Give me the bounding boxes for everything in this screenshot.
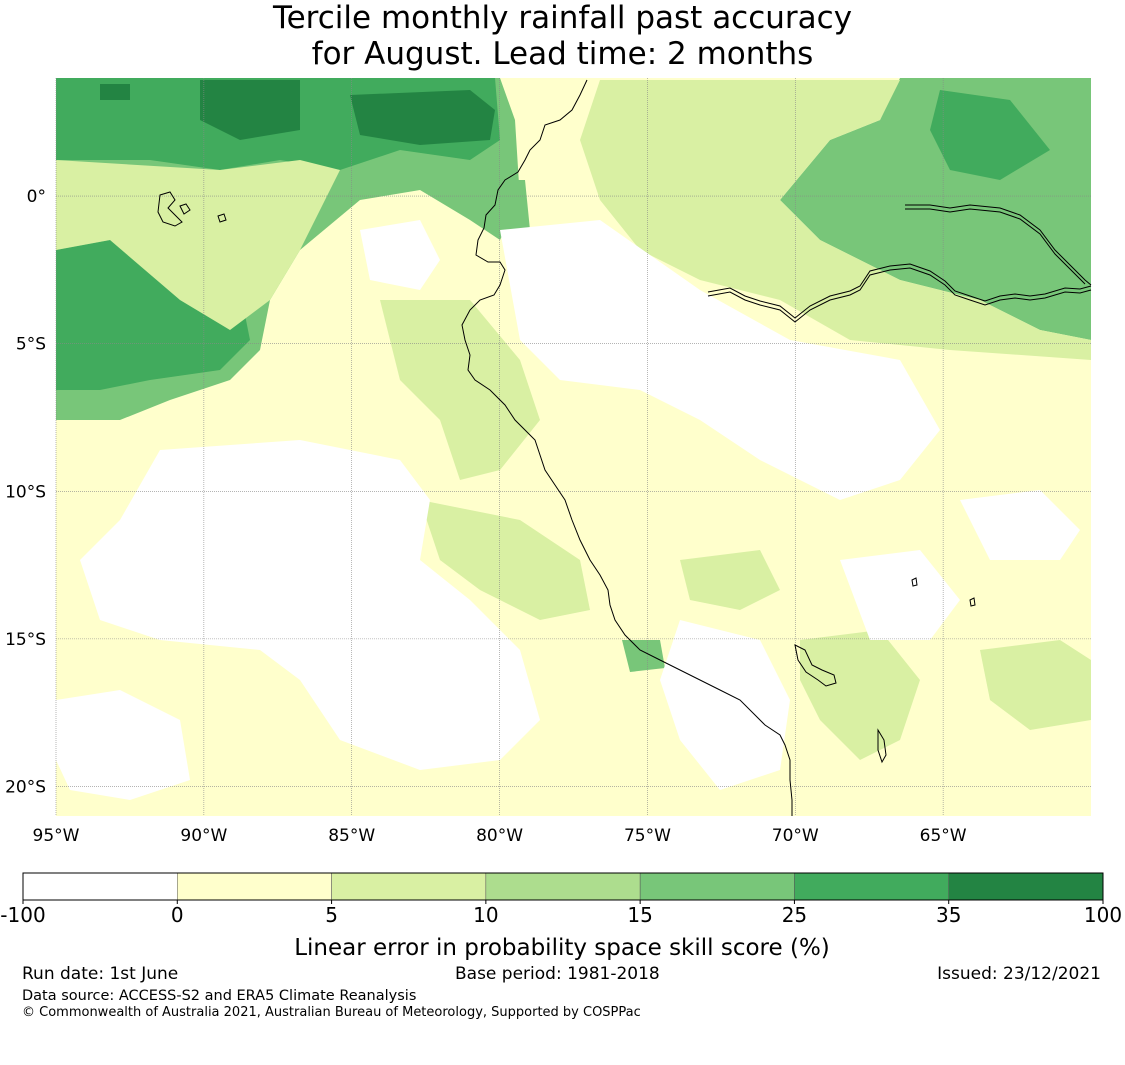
skill-region-15-25-coast <box>490 180 530 240</box>
skill-region-5-10-c <box>420 500 590 620</box>
skill-region-negative-se <box>840 550 960 640</box>
colorbar-segment <box>794 872 949 901</box>
amazon-river <box>707 267 1092 323</box>
map-gridlines <box>55 78 1091 816</box>
longitude-label: 70°W <box>772 826 819 846</box>
issued-date: Issued: 23/12/2021 <box>937 964 1101 984</box>
island-group-4 <box>794 644 837 687</box>
colorbar-segment <box>639 872 795 901</box>
longitude-labels: 95°W 90°W 85°W 80°W 75°W 70°W 65°W <box>33 826 967 846</box>
colorbar-segment <box>177 872 332 901</box>
skill-region-5-10-a <box>56 160 340 330</box>
chart-title-line-1: Tercile monthly rainfall past accuracy <box>272 0 853 36</box>
island-group-7 <box>969 597 976 607</box>
skill-region-35-100-c <box>100 84 130 100</box>
colorbar-tick-label: 0 <box>171 903 184 927</box>
longitude-label: 85°W <box>328 826 375 846</box>
island-group-6 <box>911 577 918 587</box>
data-source: Data source: ACCESS-S2 and ERA5 Climate … <box>22 988 417 1004</box>
skill-region-25-35-east <box>930 90 1050 180</box>
skill-region-negative-sw <box>56 690 190 800</box>
longitude-label: 65°W <box>920 826 967 846</box>
negro-river <box>905 204 1092 286</box>
island-group-2 <box>179 203 191 215</box>
colorbar-tick-label: -100 <box>0 903 45 927</box>
island-group-3 <box>217 213 227 223</box>
skill-region-5-10-f <box>980 640 1091 730</box>
colorbar-segment <box>485 872 641 901</box>
longitude-label: 90°W <box>180 826 227 846</box>
chart-title-line-2: for August. Lead time: 2 months <box>311 36 814 72</box>
rivers <box>707 204 1092 323</box>
skill-region-5-10-d <box>580 80 1091 360</box>
colorbar-tick-label: 100 <box>1084 903 1122 927</box>
coastline <box>157 79 976 816</box>
amazon-river-bank <box>707 263 1092 319</box>
skill-region-negative-south <box>660 620 790 790</box>
longitude-label: 75°W <box>624 826 671 846</box>
colorbar-label: Linear error in probability space skill … <box>294 935 830 961</box>
island-group-5 <box>877 728 887 764</box>
colorbar-segment <box>948 872 1104 901</box>
colorbar-tick-label: 35 <box>936 903 961 927</box>
skill-region-5-10-b <box>380 300 540 480</box>
skill-region-5-10-g <box>680 550 780 610</box>
colorbar-tick-label: 25 <box>782 903 807 927</box>
latitude-labels: 0° 5°S 10°S 15°S 20°S <box>5 187 46 797</box>
latitude-label: 0° <box>27 187 46 207</box>
latitude-label: 15°S <box>5 630 46 650</box>
longitude-label: 95°W <box>33 826 80 846</box>
skill-region-negative-nw <box>360 220 440 290</box>
island-group-1 <box>157 191 183 227</box>
longitude-label: 80°W <box>476 826 523 846</box>
colorbar-tick-label: 10 <box>473 903 498 927</box>
colorbar <box>22 872 1104 901</box>
latitude-label: 20°S <box>5 777 46 797</box>
colorbar-tick-label: 15 <box>627 903 652 927</box>
skill-region-5-10-e <box>800 630 920 760</box>
skill-region-negative-e <box>960 490 1080 560</box>
skill-region-35-100-b <box>350 90 495 145</box>
latitude-label: 10°S <box>5 482 46 502</box>
skill-region-15-25-peru <box>622 640 665 672</box>
colorbar-segment <box>331 872 487 901</box>
colorbar-tick-labels: -100 0 5 10 15 25 35 100 <box>0 900 1122 927</box>
skill-region-35-100-a <box>200 80 300 140</box>
copyright: © Commonwealth of Australia 2021, Austra… <box>22 1005 641 1020</box>
skill-region-negative-ocean <box>80 440 540 770</box>
negro-river-bank <box>905 208 1086 285</box>
base-period: Base period: 1981-2018 <box>455 964 660 984</box>
skill-region-negative-central <box>500 220 940 500</box>
skill-score-field <box>56 78 1091 816</box>
latitude-label: 5°S <box>16 335 46 355</box>
colorbar-tick-label: 5 <box>325 903 338 927</box>
colorbar-segment <box>22 872 178 901</box>
colorbar-border <box>22 872 1104 901</box>
run-date: Run date: 1st June <box>22 964 179 984</box>
